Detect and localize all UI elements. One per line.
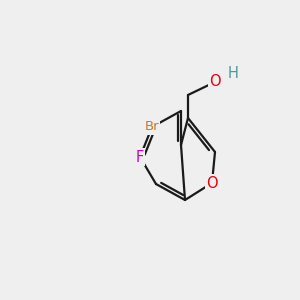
Text: H: H	[228, 65, 238, 80]
Text: O: O	[209, 74, 221, 89]
Text: O: O	[206, 176, 218, 190]
Text: Br: Br	[145, 121, 159, 134]
Text: F: F	[136, 149, 144, 164]
